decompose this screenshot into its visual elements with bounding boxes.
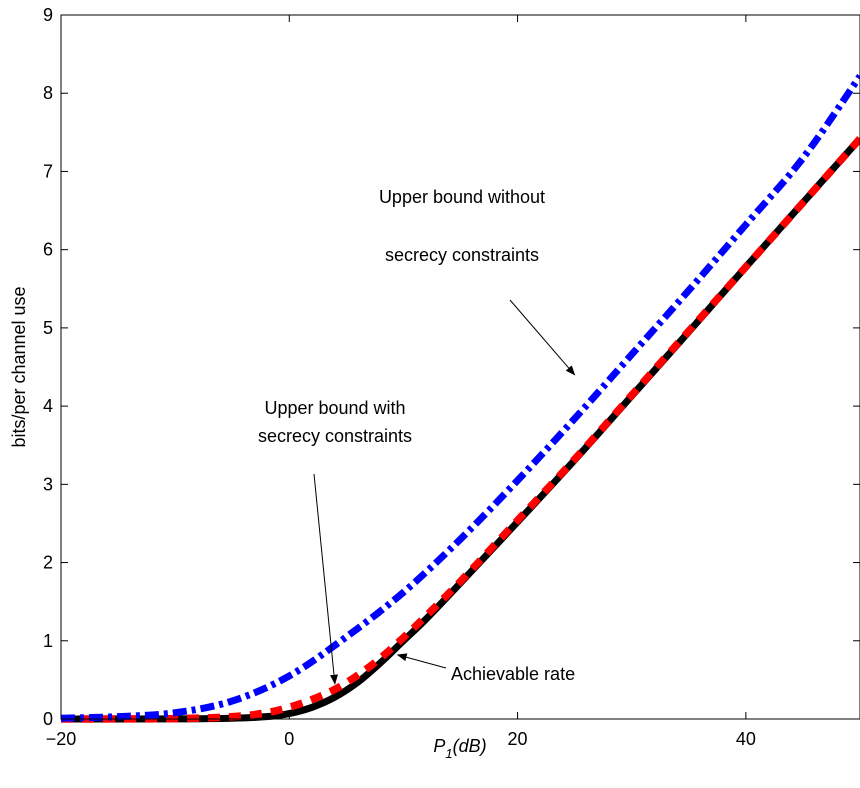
x-tick-label: 20 — [508, 729, 528, 749]
y-tick-label: 1 — [43, 631, 53, 651]
annotation-upper-without-line1: Upper bound without — [379, 187, 545, 207]
y-tick-label: 4 — [43, 396, 53, 416]
y-tick-label: 6 — [43, 240, 53, 260]
y-tick-label: 2 — [43, 553, 53, 573]
annotation-upper-with-arrow — [313, 473, 338, 685]
x-tick-label: −20 — [46, 729, 77, 749]
annotation-upper-without-arrow — [509, 299, 576, 376]
plot-frame — [60, 14, 860, 720]
x-axis-label-main: P — [433, 736, 445, 756]
series-line-achievable — [60, 136, 860, 723]
y-axis-label: bits/per channel use — [9, 286, 29, 447]
x-axis-label-unit: (dB) — [453, 736, 487, 756]
y-tick-label: 3 — [43, 474, 53, 494]
annotation-upper-with-line2: secrecy constraints — [258, 426, 412, 446]
annotation-achievable-text: Achievable rate — [451, 664, 575, 684]
series-line-upper-with — [60, 136, 860, 723]
y-tick-label: 8 — [43, 83, 53, 103]
y-tick-label: 7 — [43, 161, 53, 181]
y-tick-label: 9 — [43, 5, 53, 25]
y-tick-label: 5 — [43, 318, 53, 338]
x-tick-label: 40 — [736, 729, 756, 749]
annotation-achievable-arrow — [396, 653, 447, 669]
annotation-upper-without-line2: secrecy constraints — [385, 245, 539, 265]
x-tick-label: 0 — [284, 729, 294, 749]
annotation-upper-with-line1: Upper bound with — [264, 398, 405, 418]
y-tick-label: 0 — [43, 709, 53, 729]
annotation-upper-without: Upper bound without secrecy constraints — [379, 187, 576, 376]
x-axis-label-subscript: 1 — [445, 746, 452, 761]
series-line-upper-without — [60, 74, 860, 722]
x-axis-label: P1(dB) — [433, 736, 486, 761]
annotation-upper-with: Upper bound with secrecy constraints — [258, 398, 412, 685]
series-layer — [60, 74, 860, 723]
annotation-achievable: Achievable rate — [396, 653, 575, 684]
